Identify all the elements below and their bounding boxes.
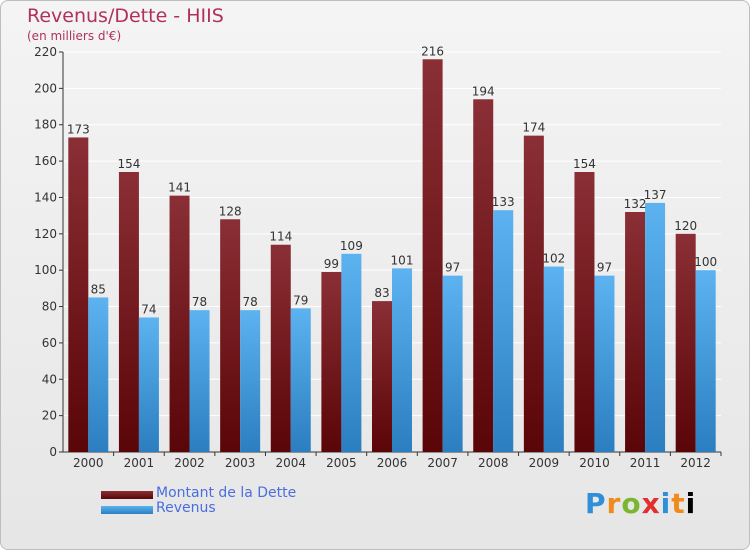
- y-tick-label: 200: [34, 81, 57, 95]
- bar-revenus: [493, 210, 514, 452]
- labels-layer: 0 20 40 60 80 100 120 140 160 180 200 220 173 85 2000 1…: [34, 44, 717, 470]
- y-tick-label: 60: [42, 336, 57, 350]
- bar-debt: [473, 99, 494, 452]
- logo-letter: t: [671, 487, 686, 520]
- bar-debt: [625, 212, 646, 452]
- chart-subtitle: (en milliers d'€): [27, 29, 122, 43]
- data-label-debt: 114: [269, 230, 292, 244]
- x-tick-label: 2003: [225, 456, 256, 470]
- x-tick-label: 2002: [174, 456, 205, 470]
- data-label-revenus: 133: [492, 195, 515, 209]
- y-tick-label: 20: [42, 409, 57, 423]
- bar-debt: [118, 172, 139, 452]
- logo-letter: i: [660, 487, 672, 520]
- data-label-revenus: 137: [644, 188, 667, 202]
- bar-revenus: [543, 266, 564, 452]
- data-label-debt: 216: [421, 44, 444, 58]
- y-tick-label: 220: [34, 45, 57, 59]
- logo-letter: o: [621, 487, 642, 520]
- legend-label-debt: Montant de la Dette: [156, 485, 297, 501]
- chart-title: Revenus/Dette - HIIS: [27, 5, 224, 27]
- bar-revenus: [392, 268, 412, 452]
- legend-swatch-revenus: [101, 506, 153, 514]
- x-tick-label: 2006: [377, 456, 408, 470]
- bar-debt: [422, 59, 443, 452]
- proxiti-logo: Proxiti: [585, 487, 696, 520]
- data-label-revenus: 78: [192, 295, 207, 309]
- bar-debt: [220, 219, 241, 452]
- data-label-debt: 132: [624, 197, 647, 211]
- bar-revenus: [189, 310, 210, 452]
- data-label-revenus: 97: [445, 261, 460, 275]
- x-tick-label: 2005: [326, 456, 357, 470]
- data-label-revenus: 102: [542, 252, 565, 266]
- y-tick-label: 140: [34, 190, 57, 204]
- bar-debt: [675, 233, 696, 452]
- bar-revenus: [341, 253, 362, 452]
- bar-revenus: [88, 297, 109, 452]
- data-label-debt: 174: [522, 121, 545, 135]
- logo-letter: P: [585, 487, 607, 520]
- data-label-debt: 173: [67, 122, 90, 136]
- x-tick-label: 2004: [275, 456, 306, 470]
- data-label-revenus: 109: [340, 239, 363, 253]
- data-label-debt: 83: [374, 286, 389, 300]
- y-tick-label: 160: [34, 154, 57, 168]
- bar-debt: [270, 244, 291, 452]
- legend-swatch-debt: [101, 491, 153, 499]
- bars-layer: [68, 59, 716, 453]
- bar-debt: [68, 137, 89, 453]
- logo-letter: r: [606, 487, 622, 520]
- data-label-revenus: 85: [91, 282, 106, 296]
- bar-revenus: [645, 202, 666, 452]
- bar-revenus: [442, 275, 463, 452]
- bar-revenus: [290, 308, 311, 452]
- bar-debt: [169, 195, 190, 453]
- y-tick-label: 0: [49, 445, 57, 459]
- logo-letter: i: [685, 487, 697, 520]
- y-tick-label: 100: [34, 263, 57, 277]
- x-tick-label: 2001: [124, 456, 155, 470]
- x-tick-label: 2007: [427, 456, 458, 470]
- x-tick-label: 2012: [680, 456, 711, 470]
- y-tick-label: 80: [42, 300, 57, 314]
- bar-debt: [321, 272, 342, 452]
- data-label-revenus: 101: [391, 253, 414, 267]
- x-tick-label: 2009: [529, 456, 560, 470]
- x-tick-label: 2008: [478, 456, 509, 470]
- data-label-revenus: 100: [694, 255, 717, 269]
- data-label-debt: 128: [219, 204, 242, 218]
- data-label-debt: 194: [472, 84, 495, 98]
- data-label-revenus: 97: [597, 261, 612, 275]
- y-tick-label: 40: [42, 372, 57, 386]
- data-label-debt: 99: [324, 257, 339, 271]
- legend-label-revenus: Revenus: [156, 500, 216, 516]
- bar-revenus: [138, 317, 159, 452]
- bar-debt: [372, 301, 392, 452]
- bar-debt: [574, 172, 595, 452]
- data-label-debt: 154: [117, 157, 140, 171]
- data-label-revenus: 74: [141, 302, 156, 316]
- bar-revenus: [594, 275, 615, 452]
- y-tick-label: 120: [34, 227, 57, 241]
- data-label-revenus: 78: [243, 295, 258, 309]
- x-tick-label: 2000: [73, 456, 104, 470]
- bar-debt: [523, 135, 544, 453]
- x-tick-label: 2010: [579, 456, 610, 470]
- logo-letter: x: [641, 487, 661, 520]
- data-label-debt: 154: [573, 157, 596, 171]
- data-label-revenus: 79: [293, 293, 308, 307]
- data-label-debt: 120: [674, 219, 697, 233]
- data-label-debt: 141: [168, 181, 191, 195]
- x-tick-label: 2011: [630, 456, 661, 470]
- bar-revenus: [240, 310, 261, 452]
- bar-revenus: [695, 270, 716, 452]
- y-tick-label: 180: [34, 118, 57, 132]
